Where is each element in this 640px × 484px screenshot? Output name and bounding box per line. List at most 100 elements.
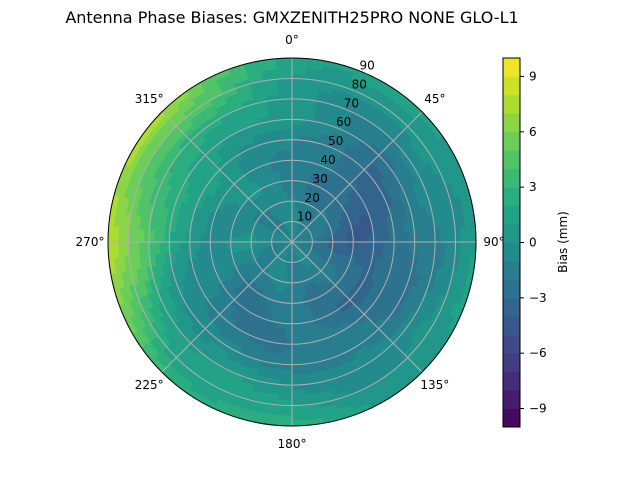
radial-tick-label: 30 [313,172,328,186]
contour-cell [292,104,304,110]
angle-tick-label: 270° [76,235,105,249]
contour-cell [139,242,145,255]
colorbar-tick-label: 9 [529,69,537,83]
contour-cell [226,236,231,242]
contour-cell [292,390,305,396]
contour-cell [210,235,215,242]
polar-grid [108,58,476,426]
contour-cell [292,415,308,421]
contour-cell [282,186,287,192]
colorbar-segment [503,206,520,225]
colorbar-segment [503,335,520,354]
contour-cell [174,242,180,252]
contour-cell [292,150,300,155]
contour-cell [343,237,348,242]
contour-cell [292,293,297,298]
contour-cell [287,293,292,298]
radial-tick-label: 50 [328,134,343,148]
contour-cell [379,234,384,242]
angle-tick-label: 225° [135,378,164,392]
contour-cell [292,89,305,95]
contour-cell [292,395,306,401]
contour-cell [292,303,298,308]
contour-cell [286,176,292,181]
contour-cell [328,238,333,242]
angle-tick-label: 135° [420,378,449,392]
contour-cell [445,228,451,242]
colorbar-tick-label: 6 [529,125,537,139]
contour-cell [205,234,210,242]
colorbar-segment [503,58,520,77]
contour-cell [389,233,394,242]
contour-cell [154,242,160,254]
contour-cell [424,230,430,242]
contour-cell [284,145,292,150]
contour-cell [231,242,236,247]
contour-cell [241,242,246,246]
colorbar-segment [503,298,520,317]
contour-cell [292,374,304,380]
contour-cell [226,242,231,248]
contour-cell [292,68,307,74]
colorbar-segment [503,409,520,428]
chart-title: Antenna Phase Biases: GMXZENITH25PRO NON… [65,8,518,27]
contour-cell [384,242,389,250]
contour-cell [134,242,140,256]
contour-cell [276,63,292,69]
contour-cell [276,415,292,421]
contour-cell [353,242,358,248]
contour-cell [190,242,195,251]
contour-cell [210,242,215,249]
colorbar-segment [503,76,520,95]
colorbar-segment [503,187,520,206]
contour-cell [113,226,119,242]
contour-cell [285,165,292,170]
radial-tick-label: 80 [352,77,367,91]
colorbar-segment [503,224,520,243]
contour-cell [292,109,304,115]
contour-cell [282,124,292,130]
contour-cell [399,232,405,242]
contour-cell [419,242,425,254]
contour-cell [251,242,256,246]
contour-cell [280,104,292,110]
contour-cell [460,227,466,242]
contour-cell [279,89,292,95]
angle-tick-label: 45° [424,92,445,106]
contour-cell [205,242,210,250]
contour-cell [286,170,292,175]
contour-cell [287,181,292,186]
contour-cell [190,233,195,242]
contour-cell [180,232,186,242]
contour-cell [373,234,378,242]
contour-cell [292,186,297,191]
contour-cell [399,242,405,252]
contour-cell [292,410,307,416]
contour-cell [277,68,292,74]
colorbar-tick-label: 0 [529,236,537,250]
contour-cell [288,191,292,196]
contour-cell [379,242,384,250]
contour-cell [134,228,140,242]
contour-cell [118,242,124,257]
contour-cell [292,354,302,360]
contour-cell [292,298,297,303]
contour-cell [292,334,300,339]
contour-cell [292,181,297,186]
contour-cell [292,339,301,344]
contour-cell [285,160,292,165]
colorbar-tick-label: 3 [529,180,537,194]
contour-cell [180,242,186,252]
contour-cell [373,242,378,250]
radial-tick-label: 40 [320,153,335,167]
radial-tick-label: 70 [344,96,359,110]
contour-cell [279,390,292,396]
contour-cell [419,230,425,242]
colorbar-label: Bias (mm) [556,211,570,273]
contour-cell [292,323,300,328]
contour-cell [337,233,343,238]
contour-cell [465,226,471,242]
contour-cell [338,238,343,242]
